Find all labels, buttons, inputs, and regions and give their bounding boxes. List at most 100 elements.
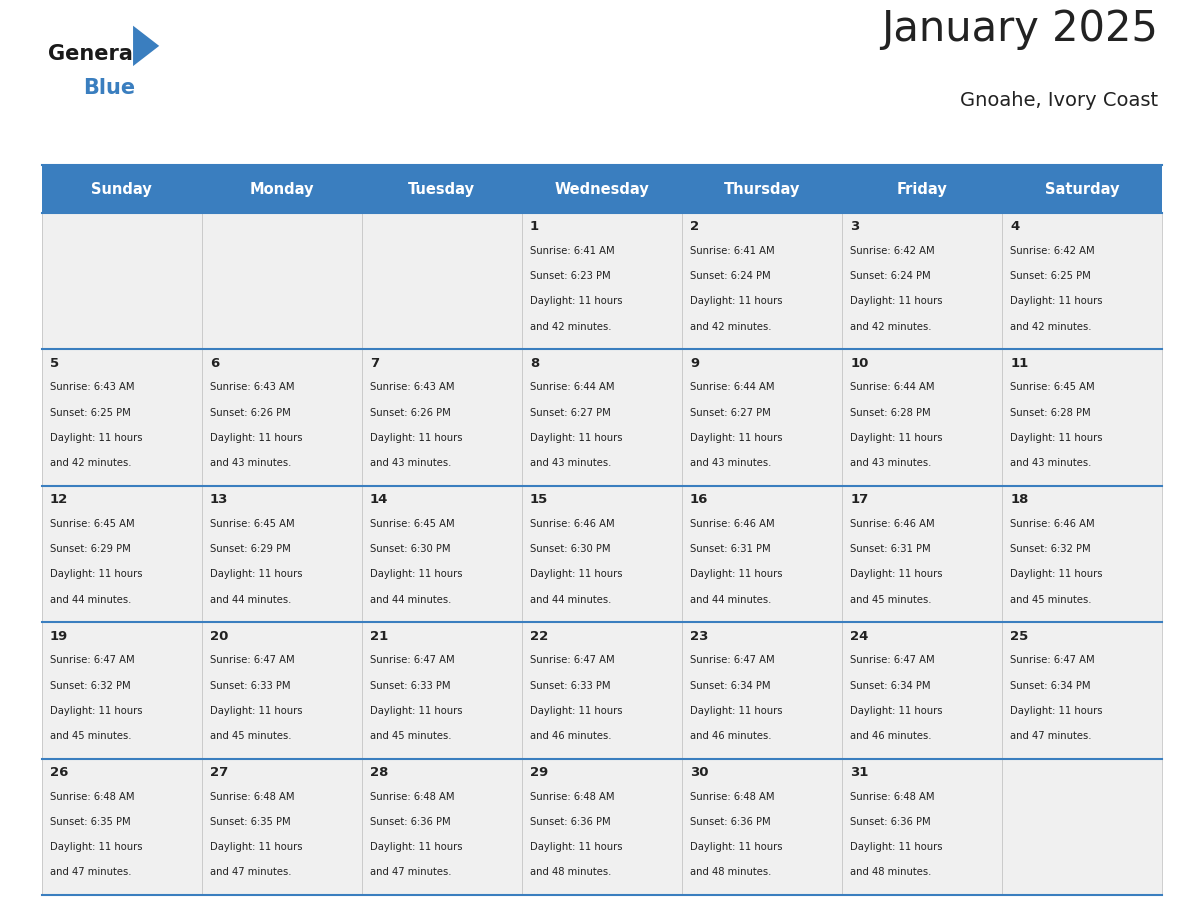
Text: Sunrise: 6:41 AM: Sunrise: 6:41 AM: [530, 246, 614, 256]
Text: Sunrise: 6:41 AM: Sunrise: 6:41 AM: [690, 246, 775, 256]
Text: Monday: Monday: [249, 182, 314, 196]
Text: 11: 11: [1010, 357, 1029, 370]
Text: Sunset: 6:25 PM: Sunset: 6:25 PM: [50, 408, 131, 418]
Bar: [522, 622, 682, 758]
Text: Sunrise: 6:44 AM: Sunrise: 6:44 AM: [851, 383, 935, 392]
Text: 17: 17: [851, 493, 868, 506]
Text: Sunset: 6:31 PM: Sunset: 6:31 PM: [851, 544, 930, 554]
Bar: [42, 165, 202, 213]
Bar: [361, 622, 522, 758]
Text: Sunset: 6:34 PM: Sunset: 6:34 PM: [851, 680, 930, 690]
Text: Sunset: 6:32 PM: Sunset: 6:32 PM: [50, 680, 131, 690]
Bar: [202, 165, 361, 213]
Text: and 48 minutes.: and 48 minutes.: [851, 868, 931, 878]
Bar: [842, 350, 1001, 486]
Text: and 42 minutes.: and 42 minutes.: [50, 458, 132, 468]
Text: Sunset: 6:24 PM: Sunset: 6:24 PM: [690, 271, 771, 281]
Text: and 45 minutes.: and 45 minutes.: [369, 731, 451, 741]
Text: 27: 27: [210, 766, 228, 779]
Bar: [682, 758, 842, 895]
Bar: [522, 165, 682, 213]
Text: Daylight: 11 hours: Daylight: 11 hours: [690, 706, 783, 716]
Text: Daylight: 11 hours: Daylight: 11 hours: [369, 569, 462, 579]
Text: and 46 minutes.: and 46 minutes.: [851, 731, 931, 741]
Text: 7: 7: [369, 357, 379, 370]
Text: and 47 minutes.: and 47 minutes.: [210, 868, 291, 878]
Text: 15: 15: [530, 493, 549, 506]
Bar: [842, 622, 1001, 758]
Text: and 44 minutes.: and 44 minutes.: [369, 595, 451, 605]
Bar: [682, 622, 842, 758]
Text: 30: 30: [690, 766, 708, 779]
Text: and 45 minutes.: and 45 minutes.: [851, 595, 931, 605]
Text: 2: 2: [690, 220, 700, 233]
Bar: [361, 213, 522, 350]
Text: Sunset: 6:24 PM: Sunset: 6:24 PM: [851, 271, 930, 281]
Text: Sunrise: 6:45 AM: Sunrise: 6:45 AM: [210, 519, 295, 529]
Bar: [202, 758, 361, 895]
Text: 24: 24: [851, 630, 868, 643]
Bar: [842, 758, 1001, 895]
Text: 3: 3: [851, 220, 859, 233]
Text: Sunset: 6:33 PM: Sunset: 6:33 PM: [530, 680, 611, 690]
Bar: [202, 486, 361, 622]
Text: Sunday: Sunday: [91, 182, 152, 196]
Bar: [42, 350, 202, 486]
Text: 8: 8: [530, 357, 539, 370]
Text: 14: 14: [369, 493, 388, 506]
Bar: [202, 213, 361, 350]
Text: and 44 minutes.: and 44 minutes.: [50, 595, 131, 605]
Bar: [1001, 213, 1162, 350]
Text: 22: 22: [530, 630, 549, 643]
Text: 4: 4: [1010, 220, 1019, 233]
Text: and 47 minutes.: and 47 minutes.: [50, 868, 132, 878]
Text: Sunrise: 6:46 AM: Sunrise: 6:46 AM: [1010, 519, 1095, 529]
Bar: [522, 213, 682, 350]
Text: Sunrise: 6:46 AM: Sunrise: 6:46 AM: [690, 519, 775, 529]
Text: and 48 minutes.: and 48 minutes.: [690, 868, 771, 878]
Text: 18: 18: [1010, 493, 1029, 506]
Text: and 43 minutes.: and 43 minutes.: [1010, 458, 1092, 468]
Bar: [522, 486, 682, 622]
Text: Daylight: 11 hours: Daylight: 11 hours: [690, 433, 783, 442]
Text: January 2025: January 2025: [881, 8, 1158, 50]
Text: Sunrise: 6:48 AM: Sunrise: 6:48 AM: [530, 791, 614, 801]
Bar: [42, 622, 202, 758]
Bar: [522, 350, 682, 486]
Bar: [682, 486, 842, 622]
Text: Daylight: 11 hours: Daylight: 11 hours: [210, 706, 303, 716]
Text: Sunrise: 6:44 AM: Sunrise: 6:44 AM: [690, 383, 775, 392]
Text: 19: 19: [50, 630, 68, 643]
Bar: [1001, 758, 1162, 895]
Text: Sunset: 6:36 PM: Sunset: 6:36 PM: [369, 817, 450, 827]
Text: and 43 minutes.: and 43 minutes.: [851, 458, 931, 468]
Text: Sunrise: 6:47 AM: Sunrise: 6:47 AM: [690, 655, 775, 666]
Bar: [361, 350, 522, 486]
Text: Sunset: 6:30 PM: Sunset: 6:30 PM: [369, 544, 450, 554]
Text: 1: 1: [530, 220, 539, 233]
Text: Sunset: 6:35 PM: Sunset: 6:35 PM: [210, 817, 291, 827]
Text: Sunrise: 6:42 AM: Sunrise: 6:42 AM: [851, 246, 935, 256]
Text: Wednesday: Wednesday: [555, 182, 649, 196]
Bar: [842, 165, 1001, 213]
Text: Daylight: 11 hours: Daylight: 11 hours: [50, 706, 143, 716]
Text: Sunset: 6:32 PM: Sunset: 6:32 PM: [1010, 544, 1091, 554]
Text: Sunset: 6:28 PM: Sunset: 6:28 PM: [851, 408, 930, 418]
Text: Daylight: 11 hours: Daylight: 11 hours: [210, 569, 303, 579]
Text: 9: 9: [690, 357, 700, 370]
Text: Sunrise: 6:43 AM: Sunrise: 6:43 AM: [50, 383, 134, 392]
Text: Sunset: 6:23 PM: Sunset: 6:23 PM: [530, 271, 611, 281]
Text: Thursday: Thursday: [723, 182, 800, 196]
Text: 5: 5: [50, 357, 59, 370]
Text: 10: 10: [851, 357, 868, 370]
Text: and 42 minutes.: and 42 minutes.: [1010, 321, 1092, 331]
Text: Tuesday: Tuesday: [409, 182, 475, 196]
Bar: [682, 165, 842, 213]
Text: and 43 minutes.: and 43 minutes.: [530, 458, 612, 468]
Text: Daylight: 11 hours: Daylight: 11 hours: [690, 297, 783, 307]
Bar: [361, 486, 522, 622]
Text: and 44 minutes.: and 44 minutes.: [210, 595, 291, 605]
Text: Sunset: 6:36 PM: Sunset: 6:36 PM: [690, 817, 771, 827]
Text: Blue: Blue: [83, 78, 135, 98]
Text: Sunrise: 6:48 AM: Sunrise: 6:48 AM: [690, 791, 775, 801]
